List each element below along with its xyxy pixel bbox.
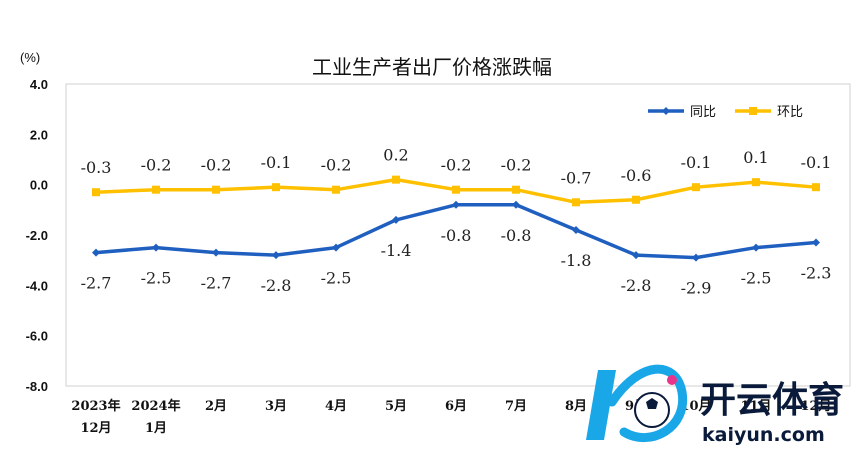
x-tick-label: 5月 [385, 399, 407, 414]
data-label: 0.2 [383, 146, 408, 165]
data-point [692, 183, 700, 192]
data-point [332, 243, 340, 252]
data-label: 0.1 [743, 148, 768, 167]
y-tick-label: 4.0 [30, 77, 48, 92]
legend-label: 环比 [777, 105, 803, 120]
data-point [812, 238, 820, 247]
data-point [152, 185, 160, 194]
data-label: -2.9 [681, 279, 712, 298]
x-tick-label: 12月 [80, 421, 111, 436]
data-label: -0.7 [561, 168, 592, 187]
y-tick-label: 0.0 [30, 178, 48, 193]
data-label: -0.1 [261, 153, 292, 172]
data-point [272, 183, 280, 192]
x-tick-label: 1月 [145, 421, 167, 436]
data-point [92, 188, 100, 197]
x-tick-label: 6月 [445, 399, 467, 414]
data-point [332, 185, 340, 194]
data-point [452, 185, 460, 194]
x-tick-label: 2023年 [71, 398, 120, 414]
data-label: -2.7 [201, 274, 232, 293]
data-label: -2.7 [81, 274, 112, 293]
data-label: -0.2 [441, 156, 472, 175]
data-label: -0.6 [621, 166, 652, 185]
data-label: -2.3 [801, 264, 832, 283]
data-label: -0.1 [681, 153, 712, 172]
legend-marker [749, 107, 757, 115]
y-tick-label: -8.0 [26, 379, 48, 394]
legend-label: 同比 [690, 105, 716, 120]
series-layer [92, 175, 820, 262]
data-point [572, 225, 580, 234]
plot-area [65, 83, 851, 387]
data-label: -2.8 [621, 276, 652, 295]
y-tick-label: -4.0 [26, 278, 48, 293]
x-tick-label: 11月 [740, 399, 771, 414]
watermark-text-cn: 开云体育 [700, 380, 844, 421]
data-label: -0.1 [801, 153, 832, 172]
data-point [212, 185, 220, 194]
data-label: -2.5 [141, 269, 172, 288]
data-point [392, 175, 400, 184]
watermark-text-en: kaiyun.com [702, 424, 825, 446]
data-label: -2.8 [261, 276, 292, 295]
data-point [632, 251, 640, 260]
data-point [752, 243, 760, 252]
x-tick-label: 7月 [505, 399, 527, 414]
data-label: -0.3 [81, 158, 112, 177]
x-tick-label: 2024年 [131, 398, 180, 414]
y-unit-label: (%) [20, 50, 40, 65]
kaiyun-logo-icon [586, 364, 688, 442]
data-point [152, 243, 160, 252]
data-label: -1.8 [561, 251, 592, 270]
data-label: -1.4 [381, 241, 412, 260]
watermark: 开云体育 kaiyun.com [586, 364, 844, 446]
x-tick-label: 10月 [680, 399, 711, 414]
chart-title: 工业生产者出厂价格涨跌幅 [312, 55, 552, 79]
data-point [572, 198, 580, 207]
data-point [272, 251, 280, 260]
data-point [392, 215, 400, 224]
data-label: -0.8 [441, 226, 472, 245]
y-tick-label: -2.0 [26, 228, 48, 243]
data-point [92, 248, 100, 257]
data-labels: -2.7 -2.5 -2.7 -2.8 -2.5 -1.4 -0.8 -0.8 -1.8 -2.8… [81, 146, 832, 298]
x-tick-label: 3月 [265, 399, 287, 414]
y-axis-ticks: 4.0 2.0 0.0 -2.0 -4.0 -6.0 -8.0 [26, 77, 48, 394]
legend-marker [662, 107, 670, 115]
data-label: -0.2 [141, 156, 172, 175]
data-label: -0.8 [501, 226, 532, 245]
data-point [512, 200, 520, 209]
y-tick-label: -6.0 [26, 329, 48, 344]
data-point [812, 183, 820, 192]
data-label: -0.2 [321, 156, 352, 175]
legend: 同比 环比 [648, 105, 803, 120]
data-label: -0.2 [501, 156, 532, 175]
data-point [692, 253, 700, 262]
data-point [212, 248, 220, 257]
y-tick-label: 2.0 [30, 127, 48, 142]
data-point [752, 178, 760, 187]
x-tick-label: 12月 [800, 399, 831, 414]
x-axis-ticks: 2023年12月2024年1月2月3月4月5月6月7月8月9月10月11月12月 [71, 398, 831, 436]
data-point [632, 195, 640, 204]
x-tick-label: 2月 [205, 399, 227, 414]
data-label: -2.5 [741, 269, 772, 288]
data-point [512, 185, 520, 194]
data-label: -2.5 [321, 269, 352, 288]
data-point [452, 200, 460, 209]
x-tick-label: 8月 [565, 399, 587, 414]
data-label: -0.2 [201, 156, 232, 175]
x-tick-label: 4月 [325, 399, 347, 414]
